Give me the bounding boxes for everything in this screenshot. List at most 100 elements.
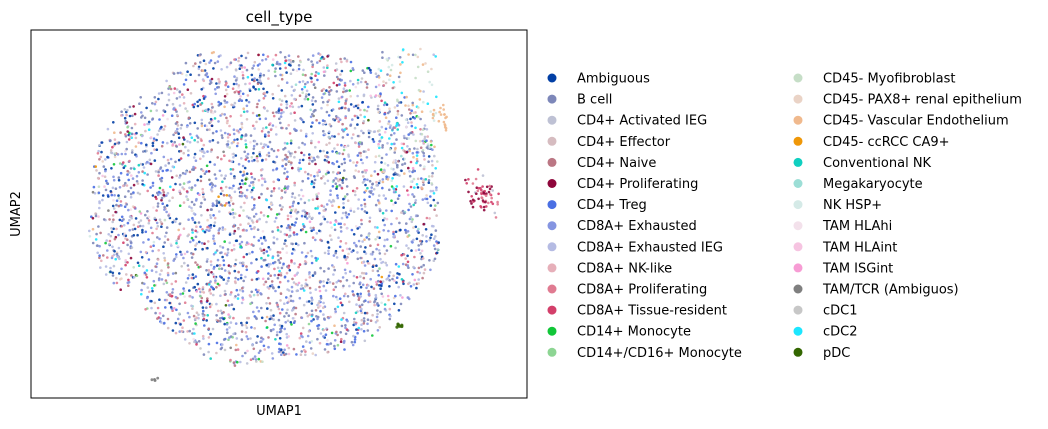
scatter-point: [429, 268, 432, 272]
scatter-point: [343, 223, 346, 226]
scatter-point: [131, 114, 134, 118]
scatter-point: [128, 228, 131, 232]
scatter-point: [169, 169, 173, 173]
scatter-point: [327, 252, 330, 255]
scatter-point: [390, 167, 393, 170]
scatter-point: [286, 187, 289, 190]
scatter-point: [214, 281, 217, 284]
scatter-point: [377, 274, 381, 277]
scatter-point: [242, 209, 245, 212]
scatter-point: [325, 110, 329, 114]
scatter-point: [210, 303, 213, 306]
scatter-point: [362, 272, 366, 275]
scatter-point: [220, 134, 224, 137]
scatter-point: [265, 198, 269, 202]
scatter-point: [263, 133, 267, 136]
scatter-point: [233, 176, 236, 180]
scatter-point: [308, 341, 312, 344]
scatter-point: [422, 167, 426, 171]
scatter-point: [339, 73, 342, 76]
scatter-point: [151, 289, 154, 293]
scatter-point: [115, 252, 119, 256]
scatter-point: [241, 164, 245, 168]
scatter-point: [241, 354, 244, 358]
scatter-point: [216, 282, 220, 286]
scatter-point: [229, 293, 232, 296]
scatter-point: [340, 318, 343, 321]
scatter-point: [176, 124, 180, 127]
scatter-point: [421, 198, 425, 201]
scatter-point: [281, 164, 284, 168]
scatter-point: [192, 212, 196, 215]
scatter-point: [362, 329, 366, 333]
scatter-point: [133, 206, 136, 209]
scatter-point: [316, 171, 319, 174]
scatter-point: [225, 92, 229, 96]
scatter-point: [419, 128, 422, 131]
scatter-point: [288, 104, 292, 108]
scatter-point: [326, 103, 329, 107]
scatter-point: [193, 203, 196, 206]
scatter-point: [290, 94, 294, 97]
scatter-point: [399, 302, 403, 306]
scatter-point: [124, 181, 127, 185]
scatter-point: [267, 277, 270, 281]
scatter-point: [178, 189, 181, 193]
scatter-point: [210, 102, 214, 106]
scatter-point: [265, 326, 269, 329]
scatter-point: [207, 327, 211, 331]
scatter-point: [262, 251, 266, 255]
legend-label: CD4+ Activated IEG: [577, 114, 707, 129]
scatter-point: [132, 266, 135, 269]
scatter-point: [361, 240, 364, 243]
scatter-point: [192, 168, 195, 171]
scatter-point: [409, 285, 413, 288]
scatter-point: [281, 205, 284, 209]
scatter-point: [301, 179, 305, 183]
scatter-point: [286, 170, 289, 174]
scatter-point: [320, 204, 324, 207]
scatter-point: [322, 270, 326, 273]
scatter-point: [305, 217, 309, 220]
scatter-point: [143, 171, 146, 175]
scatter-point: [126, 108, 129, 112]
scatter-point: [190, 136, 194, 139]
scatter-point: [307, 58, 310, 61]
scatter-point: [212, 252, 216, 256]
scatter-point: [239, 95, 242, 98]
scatter-point: [115, 276, 118, 280]
scatter-point: [233, 264, 236, 268]
scatter-point: [400, 323, 404, 327]
scatter-point: [152, 240, 156, 244]
legend-marker: [547, 73, 557, 83]
scatter-point: [309, 174, 313, 177]
scatter-point: [243, 166, 247, 170]
scatter-point: [326, 64, 329, 67]
scatter-point: [394, 246, 397, 250]
scatter-point: [303, 143, 307, 146]
scatter-point: [390, 133, 393, 137]
scatter-point: [383, 217, 386, 220]
scatter-point: [310, 99, 314, 102]
scatter-point: [173, 307, 176, 310]
scatter-point: [219, 245, 222, 248]
scatter-point: [307, 212, 311, 216]
scatter-point: [322, 301, 325, 305]
scatter-point: [359, 256, 362, 260]
scatter-point: [236, 348, 240, 351]
scatter-point: [127, 178, 130, 182]
scatter-point: [380, 161, 383, 164]
scatter-point: [377, 154, 381, 158]
scatter-point: [349, 69, 353, 73]
scatter-point: [427, 175, 431, 178]
scatter-point: [174, 130, 178, 133]
scatter-point: [201, 169, 205, 173]
scatter-point: [339, 226, 343, 229]
scatter-point: [419, 239, 422, 243]
scatter-point: [163, 235, 167, 238]
scatter-point: [343, 169, 346, 172]
scatter-point: [185, 125, 189, 129]
scatter-point: [138, 192, 142, 196]
scatter-point: [378, 326, 382, 329]
scatter-point: [196, 104, 200, 108]
